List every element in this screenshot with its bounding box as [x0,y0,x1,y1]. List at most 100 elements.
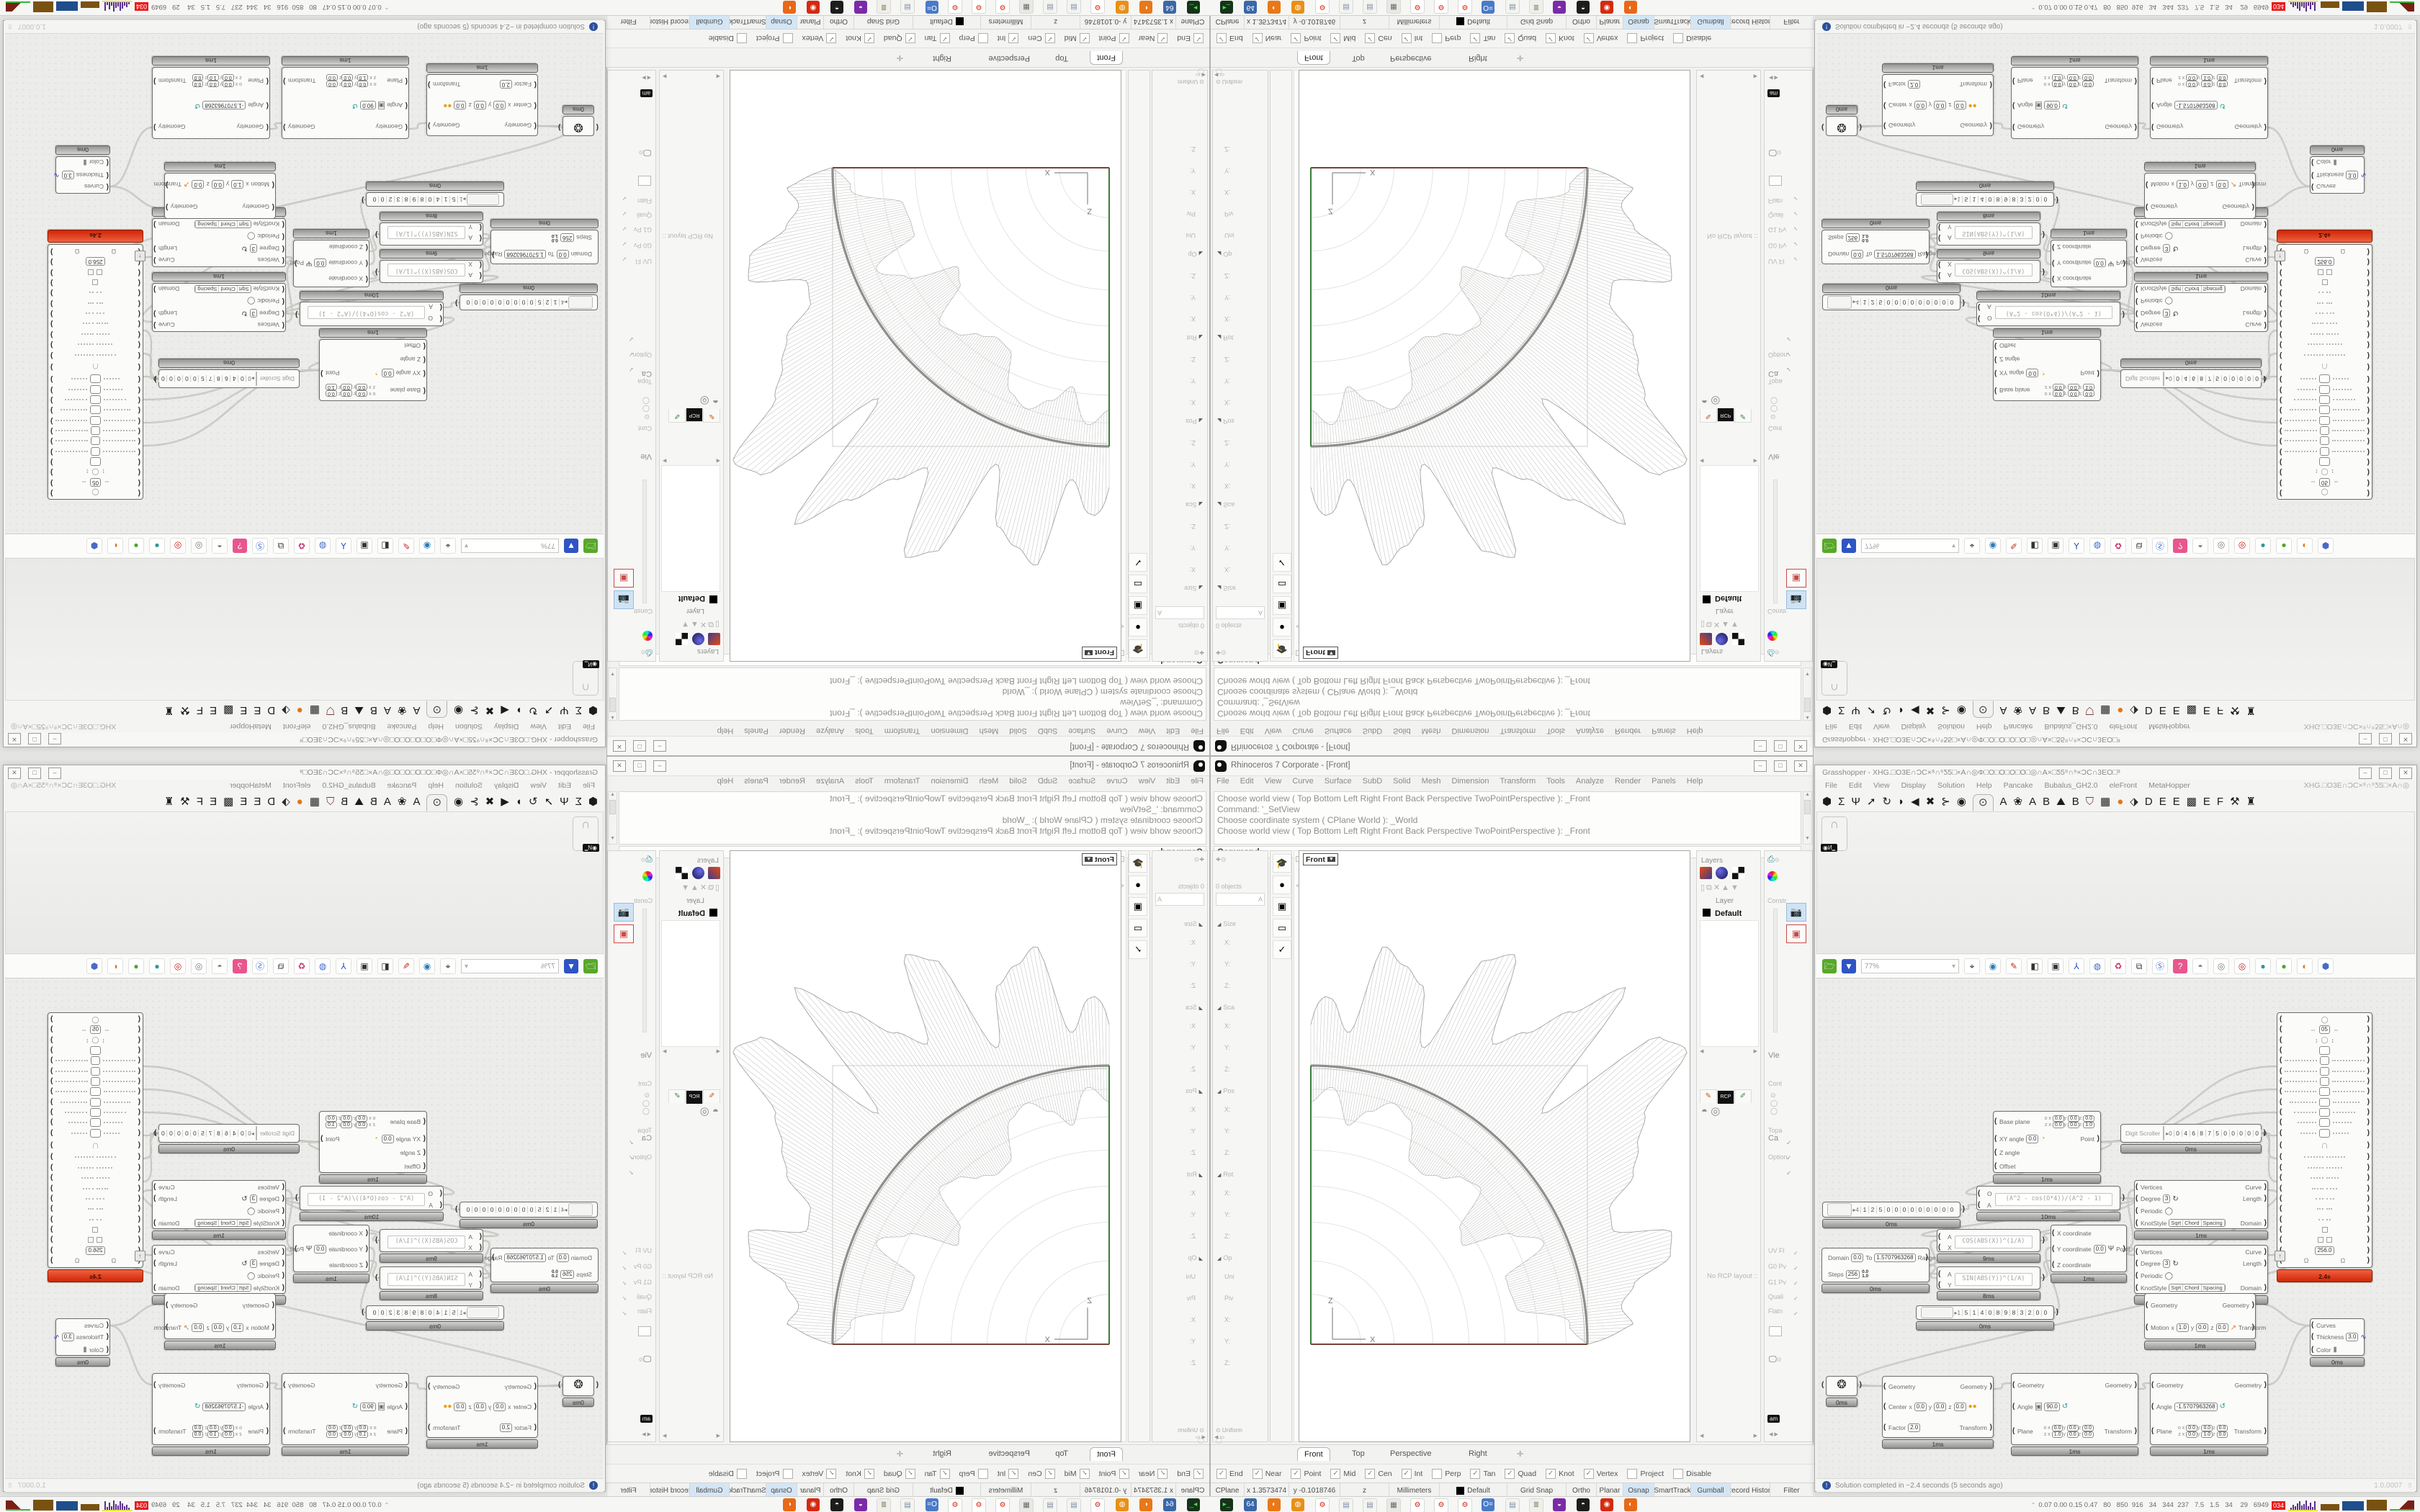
gh-tab-icon-8[interactable]: ⊱ [470,704,479,716]
plotter-icon[interactable]: ⎙⚙ [640,648,653,658]
rhino-menu-analyze[interactable]: Analyze [1575,777,1605,786]
gh-toolbar-s-magnifier[interactable]: Ⓢ [2152,958,2168,974]
rhino-command-scrollbar[interactable]: ▲ ▼ [608,791,617,845]
status-grid[interactable]: Grid Snap [1507,14,1567,29]
viewport-tab-front[interactable]: Front [1090,1447,1123,1461]
rhino-command-scrollbar[interactable]: ▲ ▼ [1803,667,1812,721]
panel-mini-tabs[interactable]: ✎RCP✐ [1700,408,1752,423]
gh-tab-icon-16[interactable]: B [341,796,349,808]
rhino-menu-mesh[interactable]: Mesh [979,726,999,735]
rhino-menu-surface[interactable]: Surface [1068,777,1096,786]
minimize-button[interactable]: – [653,760,666,772]
gh-toolbar-hex-blue[interactable]: ⬢ [86,538,102,554]
gh-tab-icon-4[interactable]: ↻ [1882,796,1892,808]
taskbar-app-icon-9[interactable]: ⚙ [972,0,986,14]
gh-tab-icon-8[interactable]: ⊱ [1941,796,1950,808]
viewport-tab-right[interactable]: Right [1469,54,1487,63]
osnap-int[interactable]: ✓ Int [998,1468,1019,1479]
left-panel-tab-icon-0[interactable]: 🎓 [1129,639,1147,658]
gh-node-dscroll2[interactable]: ▸4 1 2 5 0 0 0 0 0 0 0 0 0) [455,1202,598,1218]
gh-tab-icon-26[interactable]: F [196,796,204,808]
gh-node-rotate2[interactable]: () Geometry Geometry(Angle -1.5707963268 ↺()… [2150,67,2268,139]
osnap-tan[interactable]: ✓ Tan [925,1468,950,1479]
osnap-point[interactable]: ✓ Point [1291,33,1321,44]
gh-tab-icon-2[interactable]: Ψ [560,704,569,716]
status-ortho[interactable]: Ortho [1567,14,1597,29]
gh-node-expr3[interactable]: A(Y(SIN(ABS(Y))^(1/A)) [1937,222,2045,246]
close-button[interactable]: ✕ [613,760,626,772]
display-checks[interactable]: ✓ ✓ ✓ [628,1139,634,1176]
rhino-menu-subd[interactable]: SubD [1037,726,1058,735]
boxedit-scroll-left[interactable]: ◀ ▭ [1196,72,1206,77]
taskbar-app-icon-17[interactable]: ◐ [1624,1498,1637,1511]
rhino-titlebar[interactable]: Rhinoceros 7 Corporate - [Front] – □ ✕ [1211,736,1813,755]
left-panel-tab-icon-1[interactable]: ● [1273,876,1291,894]
gh-toolbar-pink-box[interactable]: ? [233,539,247,553]
gh-node-curve1[interactable]: () Vertices Curve() Degree 3 ↻ Length(Periodic… [2134,283,2268,332]
layer-row-default[interactable]: Default [678,594,717,603]
gh-node-preview[interactable]: (Curves(Thickness 3.0 ∿(Color ▮ [2310,156,2367,194]
gh-node-cpoint[interactable]: (X coordinate() Y coordinate 0.0 Ψ Point(Z c… [2051,1225,2130,1272]
gh-toolbar-gha-recycle[interactable]: ♻ [2110,538,2126,554]
new-viewport-tab-button[interactable]: ✛ [896,1450,903,1459]
osnap-disable[interactable]: Disable [1673,1468,1711,1479]
gh-node-range[interactable]: ) Domain 0.0 To 1.5707963268 Range Steps 256 0.0… [1821,1248,1936,1282]
gh-tab-icon-7[interactable]: ✖ [1925,796,1935,808]
gh-tab-icon-2[interactable]: Ψ [1851,796,1860,808]
record-monitor-icon[interactable]: ▣ [614,569,634,588]
gh-tab-icon-21[interactable]: D [2144,796,2153,808]
layers-list-empty[interactable] [661,465,720,592]
taskbar-app-icon-16[interactable]: ◉ [807,1,820,14]
layers-list-empty[interactable] [1700,920,1759,1047]
taskbar-app-icon-12[interactable]: ▤ [900,0,915,14]
osnap-end[interactable]: ✓ End [1177,1468,1204,1479]
gh-tab-icon-2[interactable]: Ψ [1851,704,1860,716]
display-scroll[interactable]: ◀ ▶ [1769,1432,1778,1437]
gh-menu-solution[interactable]: Solution [1937,722,1965,731]
vertical-slider-track[interactable] [642,909,647,1032]
color-wheel-icon[interactable] [642,631,653,641]
gh-menu-pancake[interactable]: Pancake [2003,722,2033,731]
gh-menu-metahopper[interactable]: MetaHopper [2148,781,2190,790]
gh-toolbar-hex-blue[interactable]: ⬢ [2318,958,2334,974]
osnap-perp[interactable]: Perp [959,33,988,44]
rhino-menu-transform[interactable]: Transform [884,726,920,735]
gh-tab-icon-17[interactable]: ⛉ [2085,704,2094,716]
gh-toolbar-speaker-box[interactable]: ▣ [2048,538,2063,554]
taskbar-app-icon-12[interactable]: ▤ [900,1498,915,1512]
gh-tab-icon-28[interactable]: ♜ [164,704,174,716]
plotter-icon[interactable]: ⎙⚙ [1767,854,1780,864]
gh-tab-icon-23[interactable]: E [240,704,248,716]
gh-tab-icon-10[interactable]: ⊙ [1972,794,1994,811]
gh-node-preview[interactable]: (Curves(Thickness 3.0 ∿(Color ▮ [53,1318,110,1356]
gh-node-cluster[interactable]: () ◯() ⇔ 05 ⇔() ↕ ◯ ↕()()()()()()()()()() ∩()()(… [48,244,145,500]
gh-tab-icon-8[interactable]: ⊱ [470,796,479,808]
boxedit-panel-icon[interactable]: ⌖⚙ [1216,854,1227,864]
gh-tab-icon-6[interactable]: ◀ [1911,796,1919,808]
status-record[interactable]: Record History [650,14,689,29]
gh-tab-icon-9[interactable]: ◉ [1956,704,1966,716]
osnap-mid[interactable]: ✓ Mid [1065,33,1090,44]
left-panel-tab-icon-0[interactable]: 🎓 [1273,854,1291,873]
gh-node-expr3[interactable]: A(Y(SIN(ABS(Y))^(1/A)) [1937,1266,2045,1290]
gh-tab-icon-23[interactable]: E [2172,796,2180,808]
gh-node-dscroll3[interactable]: ▸1 5 1 4 0 8 9 8 3 2 0 0) [1916,192,2058,207]
taskbar-app-icon-8[interactable]: ⚙ [995,0,1010,14]
viewport-tab-top[interactable]: Top [1352,54,1365,63]
analysis-checks[interactable]: ✓ ✓ ✓ ✓ ✓ [622,195,627,262]
gh-menu-pancake[interactable]: Pancake [387,722,417,731]
boxedit-panel-icon[interactable]: ⌖⚙ [1193,648,1204,658]
taskbar-app-icon-7[interactable]: ▦ [1386,0,1401,14]
minimize-button[interactable]: – [48,733,61,744]
rhino-menu-tools[interactable]: Tools [1546,726,1565,735]
taskbar-app-icon-8[interactable]: ⚙ [995,1498,1010,1512]
zoom-level-box[interactable]: 77% ▾ [1861,539,1959,553]
taskbar-app-icon-15[interactable]: ◓ [830,1498,843,1511]
plotter-icon[interactable]: ⎙⚙ [640,854,653,864]
gh-tab-icon-14[interactable]: B [2043,796,2051,808]
gh-node-cpoint[interactable]: (X coordinate() Y coordinate 0.0 Ψ Point(Z c… [290,1225,369,1272]
gh-node-expr1[interactable]: O(A((A^2 - cos(O*4))/(A^2 - 1)) [1976,1186,2125,1210]
record-monitor-icon[interactable]: ▣ [1786,569,1806,588]
